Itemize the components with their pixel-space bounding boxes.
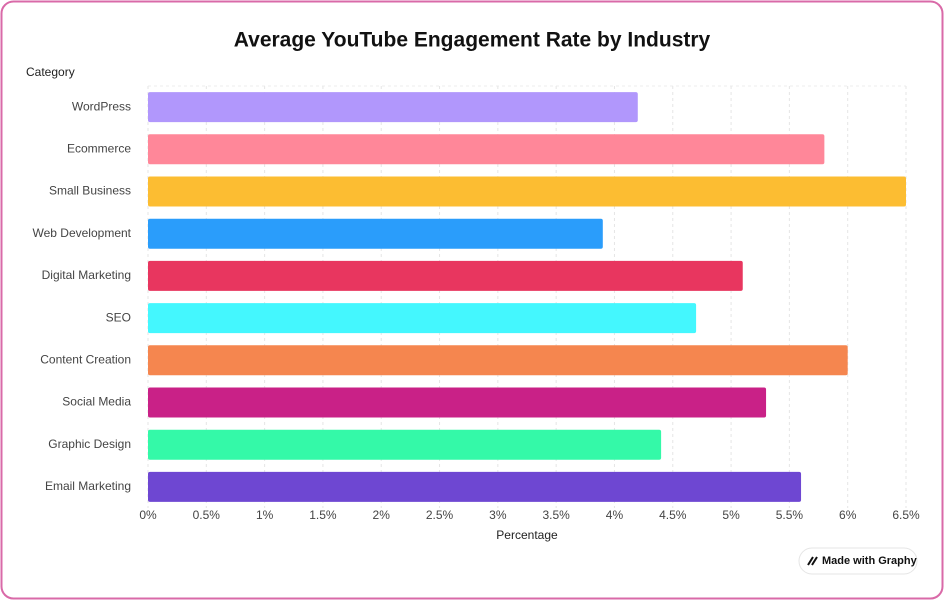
x-axis-label: Percentage	[496, 528, 558, 542]
bar	[148, 303, 697, 334]
x-tick-label: 3%	[489, 508, 507, 522]
bar	[148, 92, 638, 123]
badge[interactable]: Made with Graphy	[798, 547, 918, 575]
bar	[148, 176, 906, 207]
y-axis-label: Category	[26, 65, 75, 79]
bar	[148, 429, 662, 460]
bar	[148, 218, 603, 249]
x-tick-label: 2%	[373, 508, 391, 522]
x-tick-label: 4%	[606, 508, 624, 522]
y-tick-label: Content Creation	[40, 352, 131, 366]
x-tick-label: 4.5%	[659, 508, 687, 522]
y-tick-label: Ecommerce	[67, 141, 131, 155]
y-tick-label: Email Marketing	[45, 479, 131, 493]
x-tick-label: 0.5%	[193, 508, 221, 522]
bar	[148, 134, 825, 165]
bar	[148, 387, 767, 418]
chart-title: Average YouTube Engagement Rate by Indus…	[234, 29, 711, 52]
badge-icon	[807, 556, 818, 566]
y-tick-label: Digital Marketing	[42, 268, 131, 282]
badge-text[interactable]: Made with Graphy	[822, 555, 918, 567]
y-tick-label: Graphic Design	[48, 437, 131, 451]
bar	[148, 345, 848, 376]
x-tick-label: 1.5%	[309, 508, 337, 522]
y-tick-label: Social Media	[62, 395, 131, 409]
y-tick-label: Small Business	[49, 184, 131, 198]
badge-box[interactable]	[798, 547, 918, 575]
y-tick-label: SEO	[106, 310, 131, 324]
x-tick-label: 0%	[139, 508, 157, 522]
x-tick-label: 1%	[256, 508, 274, 522]
x-tick-label: 5.5%	[776, 508, 804, 522]
bar	[148, 471, 802, 502]
x-tick-label: 5%	[722, 508, 740, 522]
y-tick-label: Web Development	[33, 226, 132, 240]
x-tick-label: 3.5%	[542, 508, 570, 522]
x-tick-label: 2.5%	[426, 508, 454, 522]
x-tick-label: 6%	[839, 508, 857, 522]
bar	[148, 260, 743, 291]
x-tick-label: 6.5%	[892, 508, 920, 522]
y-tick-label: WordPress	[72, 99, 131, 113]
